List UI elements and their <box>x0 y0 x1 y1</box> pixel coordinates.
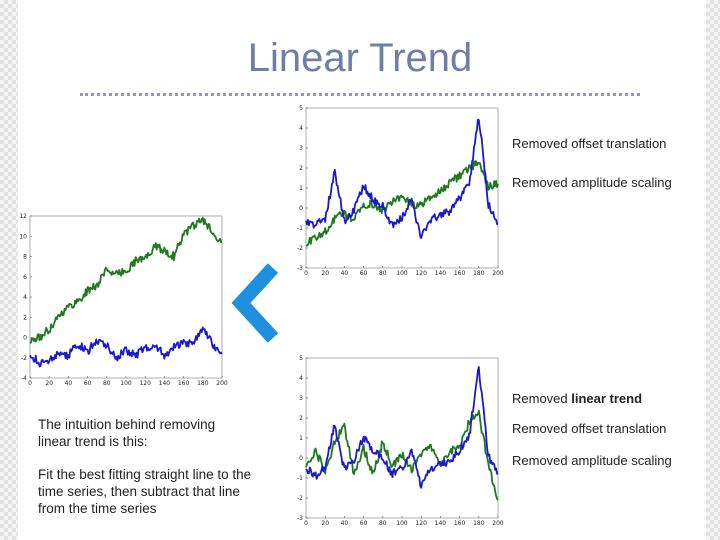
x-tick-label: 0 <box>304 520 308 527</box>
y-tick-label: 4 <box>299 125 303 132</box>
x-tick-label: 60 <box>84 380 92 387</box>
x-tick-label: 100 <box>120 380 132 387</box>
y-tick-label: 10 <box>19 233 27 240</box>
y-tick-label: 5 <box>299 105 303 112</box>
y-tick-label: 4 <box>299 375 303 382</box>
x-tick-label: 120 <box>415 270 427 277</box>
x-tick-label: 180 <box>197 380 209 387</box>
series-line-green <box>305 409 499 501</box>
x-tick-label: 80 <box>103 380 111 387</box>
bottom-offset-label: Removed offset translation <box>512 421 667 436</box>
y-tick-label: 5 <box>299 355 303 362</box>
linear-trend-removed-chart: 0 20 40 60 80 100 120 140 160 180 200 -3 -2 -1 0 1 2 3 4 5 <box>297 355 504 527</box>
x-tick-label: 20 <box>45 380 53 387</box>
y-tick-label: 6 <box>23 274 27 281</box>
x-tick-label: 180 <box>473 270 485 277</box>
x-tick-label: 20 <box>321 270 329 277</box>
x-tick-label: 40 <box>341 520 349 527</box>
y-tick-label: -4 <box>21 375 27 382</box>
x-tick-label: 140 <box>435 520 447 527</box>
y-tick-label: -1 <box>297 475 303 482</box>
y-tick-label: -3 <box>297 265 303 272</box>
x-tick-label: 140 <box>435 270 447 277</box>
series-line-blue <box>305 366 499 489</box>
x-tick-label: 160 <box>178 380 190 387</box>
x-tick-label: 40 <box>65 380 73 387</box>
y-tick-label: -2 <box>297 245 303 252</box>
series-line-blue <box>305 118 499 239</box>
y-tick-label: 2 <box>23 314 27 321</box>
y-tick-label: 1 <box>299 435 303 442</box>
top-amplitude-label: Removed amplitude scaling <box>512 175 672 190</box>
x-tick-label: 160 <box>454 270 466 277</box>
offset_amplitude_removed-plot-frame <box>305 107 499 269</box>
x-tick-label: 140 <box>159 380 171 387</box>
y-tick-label: 0 <box>23 335 27 342</box>
y-tick-label: -1 <box>297 225 303 232</box>
x-tick-label: 100 <box>396 520 408 527</box>
method-text: Fit the best fitting straight line to th… <box>38 467 252 516</box>
left-arrow-icon <box>231 263 279 343</box>
y-tick-label: 0 <box>299 205 303 212</box>
x-tick-label: 0 <box>304 270 308 277</box>
y-tick-label: -2 <box>297 495 303 502</box>
trend-label-bold: linear trend <box>571 391 643 406</box>
x-tick-label: 60 <box>360 520 368 527</box>
x-tick-label: 80 <box>379 270 387 277</box>
series-line-green <box>29 216 223 344</box>
y-tick-label: -3 <box>297 515 303 522</box>
trend-label-prefix: Removed <box>512 391 572 406</box>
intuition-text: The intuition behind removing linear tre… <box>38 417 216 449</box>
title-divider <box>80 93 640 96</box>
x-tick-label: 160 <box>454 520 466 527</box>
x-tick-label: 20 <box>321 520 329 527</box>
arrow-chevron <box>231 263 279 343</box>
x-tick-label: 180 <box>473 520 485 527</box>
y-tick-label: -2 <box>21 355 27 362</box>
bottom-trend-label: Removed linear trend <box>512 391 642 406</box>
x-tick-label: 200 <box>216 380 228 387</box>
series-line-green <box>305 160 499 247</box>
top-offset-label: Removed offset translation <box>512 136 667 151</box>
y-tick-label: 4 <box>23 294 27 301</box>
x-tick-label: 40 <box>341 270 349 277</box>
x-tick-label: 0 <box>28 380 32 387</box>
slide-title: Linear Trend <box>247 36 473 80</box>
right-border-pattern <box>706 0 720 540</box>
left-border-pattern <box>0 0 18 540</box>
y-tick-label: 1 <box>299 185 303 192</box>
x-tick-label: 200 <box>492 270 504 277</box>
y-tick-label: 12 <box>19 213 27 220</box>
y-tick-label: 2 <box>299 165 303 172</box>
x-tick-label: 100 <box>396 270 408 277</box>
y-tick-label: 8 <box>23 254 27 261</box>
offset-amplitude-removed-chart: 0 20 40 60 80 100 120 140 160 180 200 -3 -2 -1 0 1 2 3 4 5 <box>297 105 504 277</box>
series-line-blue <box>29 326 223 368</box>
y-tick-label: 0 <box>299 455 303 462</box>
y-tick-label: 3 <box>299 395 303 402</box>
bottom-amplitude-label: Removed amplitude scaling <box>512 453 672 468</box>
x-tick-label: 200 <box>492 520 504 527</box>
original-series-chart: 0 20 40 60 80 100 120 140 160 180 200 -4 -2 0 2 4 6 8 10 12 <box>19 213 228 387</box>
y-tick-label: 2 <box>299 415 303 422</box>
x-tick-label: 120 <box>415 520 427 527</box>
x-tick-label: 120 <box>139 380 151 387</box>
x-tick-label: 60 <box>360 270 368 277</box>
x-tick-label: 80 <box>379 520 387 527</box>
y-tick-label: 3 <box>299 145 303 152</box>
